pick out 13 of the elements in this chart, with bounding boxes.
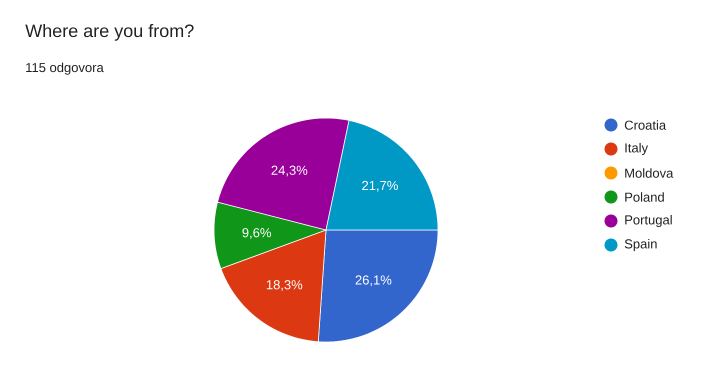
data-label: 24,3% — [272, 166, 308, 176]
legend-label: Poland — [625, 192, 664, 202]
data-label: 21,7% — [362, 180, 398, 192]
data-label: 9,6% — [242, 228, 272, 239]
text: 115 odgovora — [26, 62, 104, 75]
legend-label: Moldova — [625, 168, 674, 178]
data-label: 18,3% — [266, 280, 302, 291]
chart-title: Where are you from? — [25, 24, 194, 41]
legend-label: Portugal — [625, 214, 672, 228]
legend-label: Spain — [624, 238, 657, 252]
data-label: 26,1% — [356, 275, 392, 286]
legend-label: Italy — [625, 142, 648, 156]
legend-label: Croatia — [624, 120, 666, 130]
